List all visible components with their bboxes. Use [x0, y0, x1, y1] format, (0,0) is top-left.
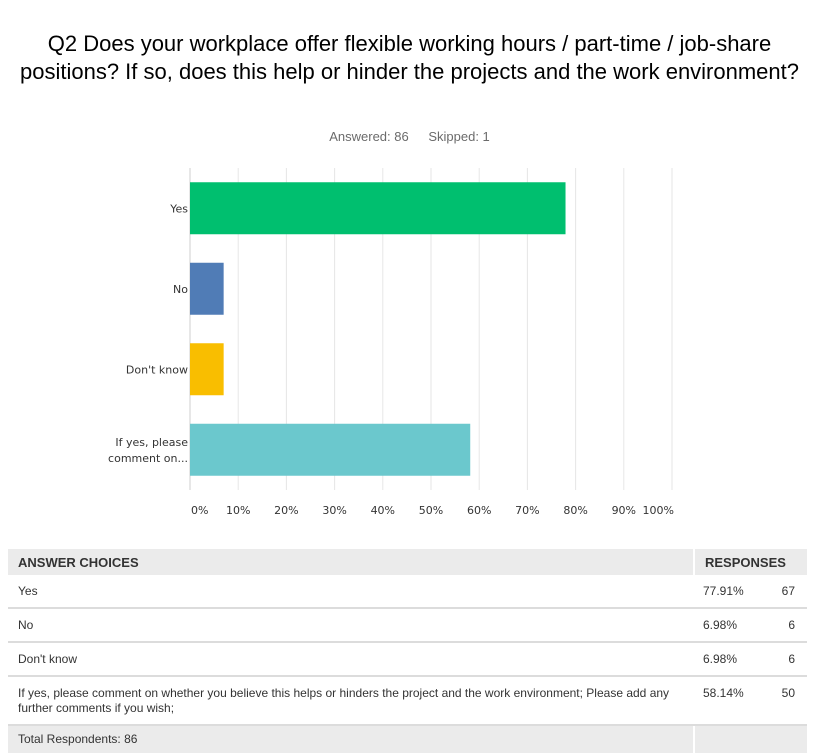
- table-header-row: ANSWER CHOICES RESPONSES: [8, 549, 807, 575]
- x-tick-label: 50%: [419, 504, 443, 517]
- bar: [190, 182, 566, 235]
- x-tick-label: 60%: [467, 504, 491, 517]
- table-row: If yes, please comment on whether you be…: [8, 676, 807, 726]
- category-label: No: [173, 283, 188, 296]
- responses-header: RESPONSES: [693, 549, 807, 575]
- table-row: Don't know 6.98% 6: [8, 642, 807, 677]
- x-tick-label: 30%: [322, 504, 346, 517]
- question-title: Q2 Does your workplace offer flexible wo…: [20, 31, 800, 84]
- bar: [190, 343, 224, 396]
- response-summary: Answered: 86 Skipped: 1: [0, 129, 819, 144]
- choice-cell: Don't know: [8, 642, 694, 677]
- x-tick-label: 100%: [643, 504, 674, 517]
- responses-table: ANSWER CHOICES RESPONSES Yes 77.91% 67 N…: [8, 549, 807, 753]
- table-row: No 6.98% 6: [8, 608, 807, 643]
- x-tick-label: 90%: [612, 504, 636, 517]
- percent-cell: 58.14%: [693, 676, 761, 726]
- answer-choices-header: ANSWER CHOICES: [8, 549, 694, 575]
- count-cell: 50: [761, 676, 807, 726]
- choice-cell: If yes, please comment on whether you be…: [8, 676, 694, 726]
- total-row: Total Respondents: 86: [8, 725, 807, 753]
- percent-cell: 77.91%: [693, 575, 761, 609]
- count-cell: 6: [761, 608, 807, 643]
- x-tick-label: 70%: [515, 504, 539, 517]
- bar: [190, 262, 224, 315]
- bar-chart: Yes No Don't know If yes, please comment on.…: [108, 168, 674, 517]
- x-tick-label: 80%: [563, 504, 587, 517]
- skipped-count: Skipped: 1: [428, 129, 490, 144]
- percent-cell: 6.98%: [693, 642, 761, 677]
- x-tick-label: 20%: [274, 504, 298, 517]
- percent-cell: 6.98%: [693, 608, 761, 643]
- table-row: Yes 77.91% 67: [8, 575, 807, 609]
- x-tick-label: 0%: [191, 504, 208, 517]
- category-label: Yes: [169, 202, 188, 215]
- total-respondents: Total Respondents: 86: [8, 725, 694, 753]
- total-blank-cell: [693, 725, 807, 753]
- answered-count: Answered: 86: [329, 129, 409, 144]
- bar: [190, 423, 471, 476]
- count-cell: 67: [761, 575, 807, 609]
- count-cell: 6: [761, 642, 807, 677]
- category-label: Don't know: [126, 363, 188, 376]
- category-label: comment on...: [108, 452, 188, 465]
- x-tick-label: 10%: [226, 504, 250, 517]
- x-tick-label: 40%: [371, 504, 395, 517]
- choice-cell: No: [8, 608, 694, 643]
- category-label: If yes, please: [115, 436, 188, 449]
- choice-cell: Yes: [8, 575, 694, 609]
